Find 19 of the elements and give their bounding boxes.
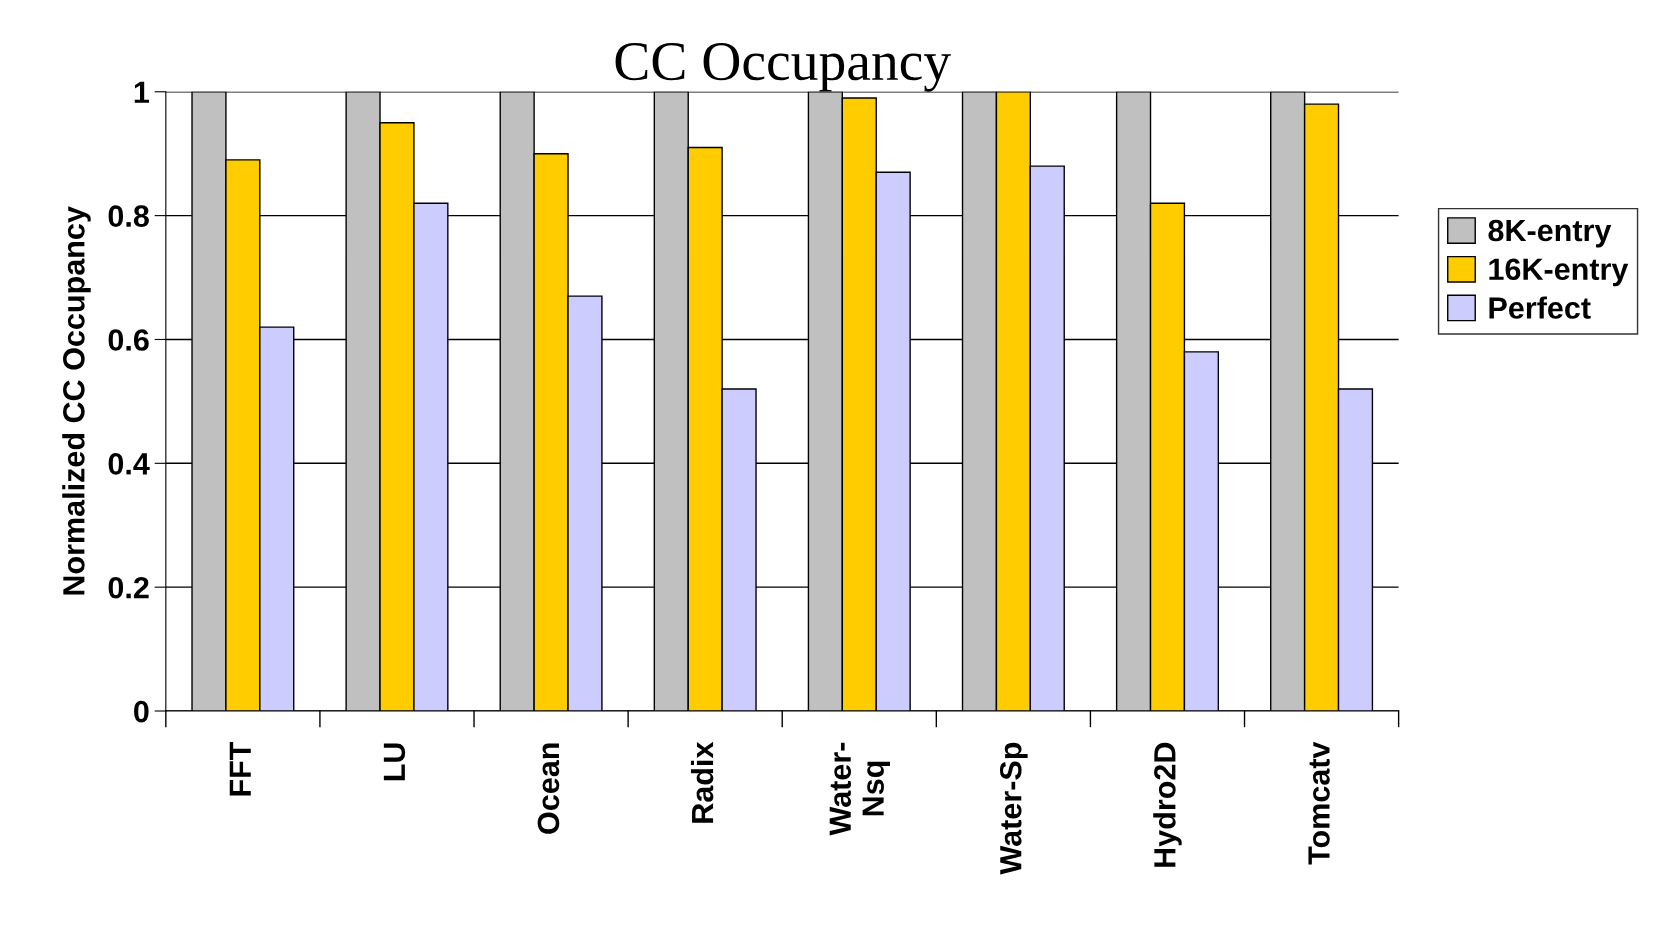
legend-label: 8K-entry <box>1488 219 1612 248</box>
x-tick-label: Radix <box>690 741 714 823</box>
y-tick-label: 0.8 <box>108 205 149 227</box>
chart-title: CC Occupancy <box>615 43 951 92</box>
x-tick-label: Tomcatv <box>1308 741 1330 865</box>
y-tick-label: 1 <box>134 81 149 103</box>
x-tick-label: LU <box>383 743 406 781</box>
y-tick-label: 0.4 <box>108 453 150 475</box>
x-tick-label: Ocean <box>537 743 560 834</box>
x-tick-label: Water- Nsq <box>829 742 890 836</box>
x-tick-label: Hydro2D <box>1153 742 1182 867</box>
y-axis-title: Normalized CC Occupancy <box>62 206 91 595</box>
legend-label: 16K-entry <box>1489 258 1629 287</box>
x-tick-label: FFT <box>229 741 251 796</box>
y-tick-label: 0 <box>134 700 149 723</box>
legend-label: Perfect <box>1489 296 1591 319</box>
y-tick-label: 0.2 <box>108 576 149 599</box>
x-tick-label: Water-Sp <box>999 742 1028 875</box>
y-tick-label: 0.6 <box>108 329 149 351</box>
